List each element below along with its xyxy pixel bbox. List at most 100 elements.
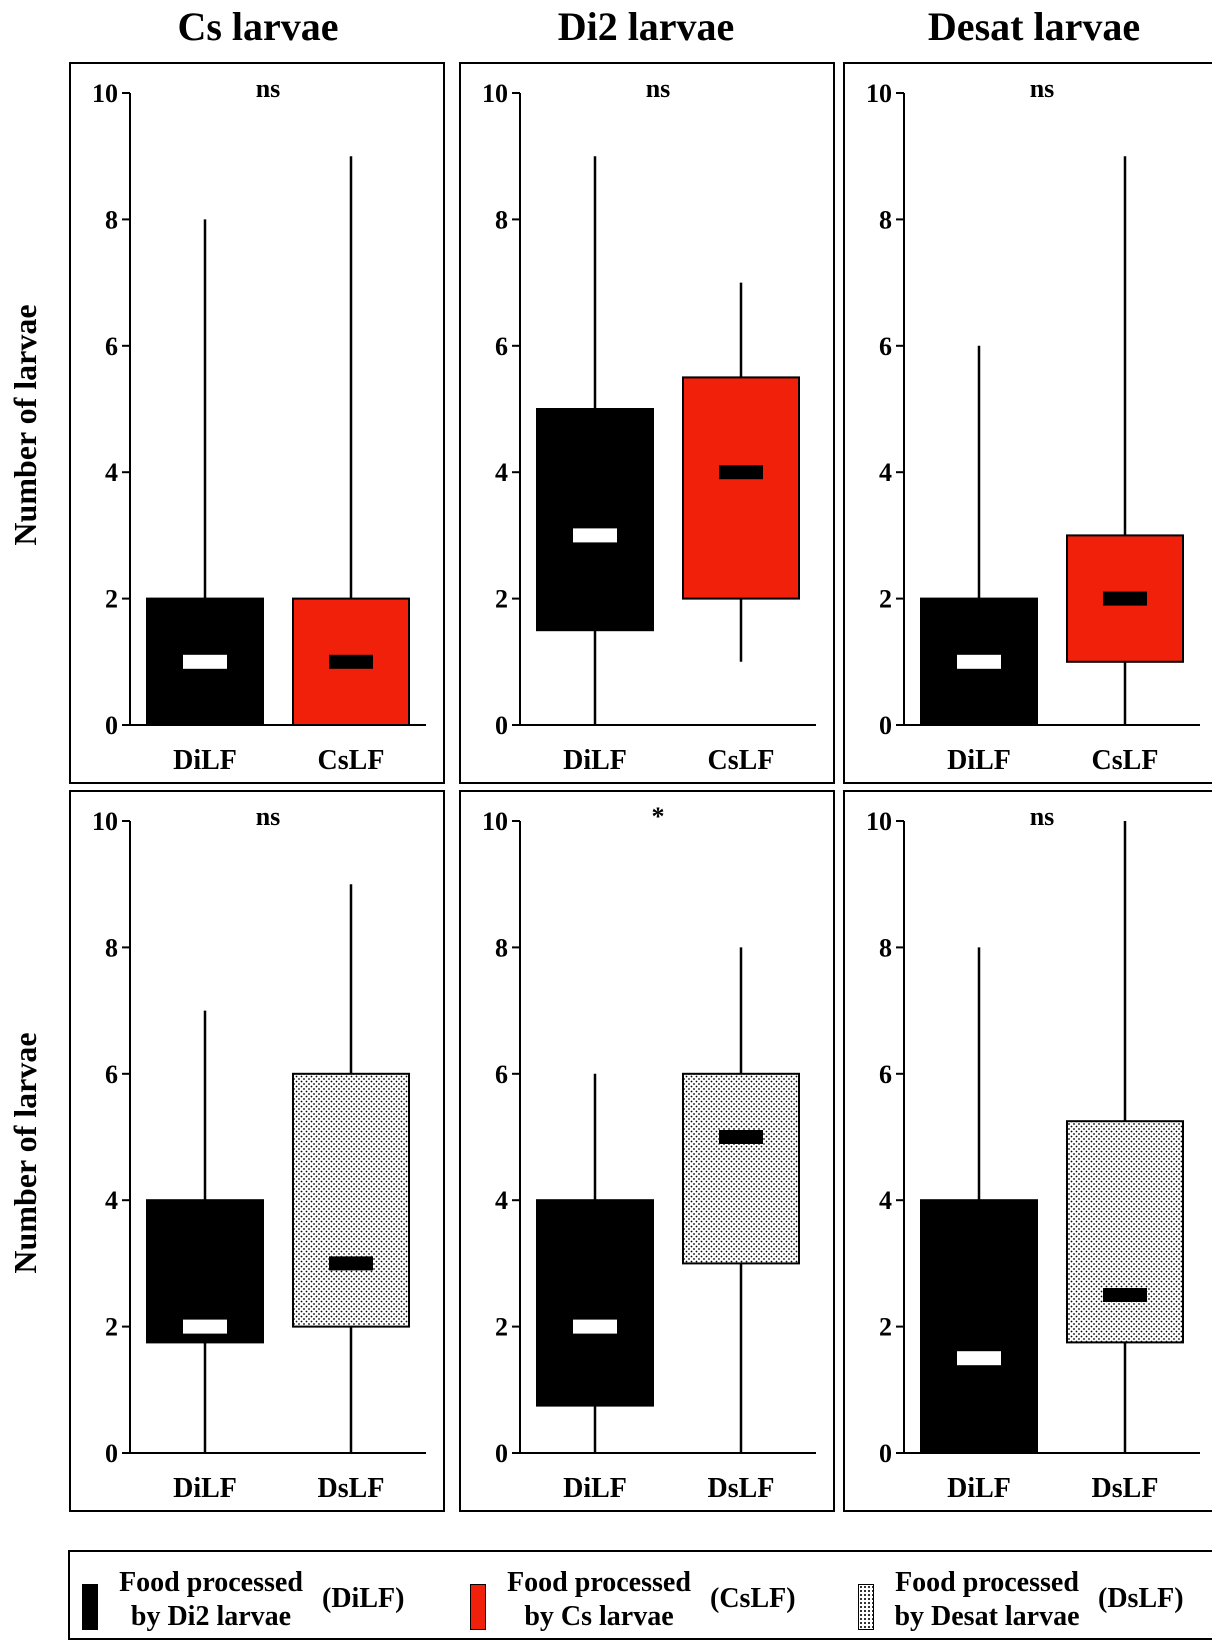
legend-line: Food processed (119, 1567, 303, 1598)
y-tick-label: 6 (105, 332, 118, 361)
y-tick-label: 6 (879, 332, 892, 361)
panel-frame (459, 62, 835, 784)
x-tick-label: DsLF (318, 1473, 385, 1504)
legend-swatch-red (470, 1584, 486, 1630)
y-tick-label: 4 (105, 1186, 118, 1215)
box-dslf (682, 1072, 800, 1265)
y-tick-label: 6 (105, 1060, 118, 1089)
median-marker (719, 465, 763, 480)
y-tick-label: 8 (879, 933, 892, 962)
panel-frame (843, 62, 1212, 784)
y-tick-label: 6 (495, 1060, 508, 1089)
x-tick-label: DsLF (1092, 1473, 1159, 1504)
x-tick-label: DiLF (563, 745, 627, 776)
panel-frame (459, 790, 835, 1512)
legend-swatch-black (82, 1584, 98, 1630)
legend-text: Food processed by Desat larvae (882, 1566, 1092, 1634)
panel-frame (69, 790, 445, 1512)
median-marker (573, 528, 617, 543)
column-title-di2: Di2 larvae (558, 4, 735, 49)
y-tick-label: 2 (495, 585, 508, 614)
x-tick-label: CsLF (318, 745, 385, 776)
legend-line: by Di2 larvae (130, 1601, 292, 1632)
legend-line: by Cs larvae (524, 1601, 674, 1632)
panel-1-0: 0 2 4 6 8 10 DiLF DsLF ns (69, 790, 445, 1512)
legend-text: Food processed by Cs larvae (494, 1566, 704, 1634)
legend-line: Food processed (895, 1567, 1079, 1598)
y-tick-label: 8 (495, 205, 508, 234)
y-tick-label: 0 (879, 1439, 892, 1468)
column-title-desat: Desat larvae (928, 4, 1140, 49)
median-marker (719, 1130, 763, 1144)
median-marker (957, 1351, 1001, 1366)
y-axis-label-bottom: Number of larvae (7, 1032, 43, 1273)
significance-annotation: ns (256, 74, 281, 103)
x-tick-label: DiLF (173, 745, 237, 776)
y-tick-label: 10 (92, 807, 118, 836)
y-tick-label: 0 (495, 1439, 508, 1468)
legend-code: (DsLF) (1098, 1583, 1184, 1614)
y-tick-label: 4 (879, 458, 892, 487)
x-tick-label: DiLF (947, 1473, 1011, 1504)
y-tick-label: 0 (879, 711, 892, 740)
legend-code: (DiLF) (322, 1583, 405, 1614)
median-marker (573, 1319, 617, 1334)
y-tick-label: 8 (495, 933, 508, 962)
significance-annotation: ns (1030, 74, 1055, 103)
box-dilf (536, 408, 654, 632)
y-tick-label: 4 (495, 1186, 508, 1215)
panel-frame (843, 790, 1212, 1512)
median-marker (183, 654, 227, 669)
y-tick-label: 4 (879, 1186, 892, 1215)
y-tick-label: 8 (879, 205, 892, 234)
significance-annotation: ns (646, 74, 671, 103)
y-tick-label: 6 (879, 1060, 892, 1089)
y-tick-label: 4 (105, 458, 118, 487)
panel-1-1: 0 2 4 6 8 10 DiLF DsLF * (459, 790, 835, 1512)
median-marker (1103, 1288, 1147, 1302)
y-axis-label-top: Number of larvae (7, 304, 43, 545)
panel-1-2: 0 2 4 6 8 10 DiLF DsLF ns (843, 790, 1212, 1512)
y-tick-label: 10 (866, 79, 892, 108)
y-tick-label: 10 (866, 807, 892, 836)
box-dilf (146, 1199, 264, 1344)
x-tick-label: CsLF (708, 745, 775, 776)
panel-frame (69, 62, 445, 784)
x-tick-label: CsLF (1092, 745, 1159, 776)
median-marker (183, 1319, 227, 1334)
panel-0-2: 0 2 4 6 8 10 DiLF CsLF ns (843, 62, 1212, 784)
x-tick-label: DiLF (173, 1473, 237, 1504)
y-tick-label: 10 (482, 807, 508, 836)
median-marker (957, 654, 1001, 669)
box-cslf (682, 376, 800, 600)
significance-annotation: ns (1030, 802, 1055, 831)
panel-0-0: 0 2 4 6 8 10 DiLF CsLF ns (69, 62, 445, 784)
y-tick-label: 0 (105, 711, 118, 740)
box-dslf (292, 1072, 410, 1328)
y-tick-label: 2 (105, 585, 118, 614)
y-tick-label: 8 (105, 933, 118, 962)
x-tick-label: DiLF (947, 745, 1011, 776)
y-tick-label: 10 (92, 79, 118, 108)
median-marker (329, 1256, 373, 1271)
legend: Food processed by Di2 larvae (DiLF) Food… (68, 1550, 1212, 1640)
y-tick-label: 0 (495, 711, 508, 740)
x-tick-label: DiLF (563, 1473, 627, 1504)
y-tick-label: 4 (495, 458, 508, 487)
median-marker (329, 654, 373, 669)
legend-code: (CsLF) (710, 1583, 796, 1614)
y-tick-label: 2 (879, 585, 892, 614)
x-tick-label: DsLF (708, 1473, 775, 1504)
y-tick-label: 2 (495, 1313, 508, 1342)
legend-text: Food processed by Di2 larvae (106, 1566, 316, 1634)
y-tick-label: 10 (482, 79, 508, 108)
legend-line: Food processed (507, 1567, 691, 1598)
legend-swatch-stipple (858, 1584, 874, 1630)
y-tick-label: 8 (105, 205, 118, 234)
median-marker (1103, 591, 1147, 606)
panel-0-1: 0 2 4 6 8 10 DiLF CsLF ns (459, 62, 835, 784)
significance-annotation: ns (256, 802, 281, 831)
y-tick-label: 6 (495, 332, 508, 361)
box-dslf (1066, 1120, 1184, 1344)
